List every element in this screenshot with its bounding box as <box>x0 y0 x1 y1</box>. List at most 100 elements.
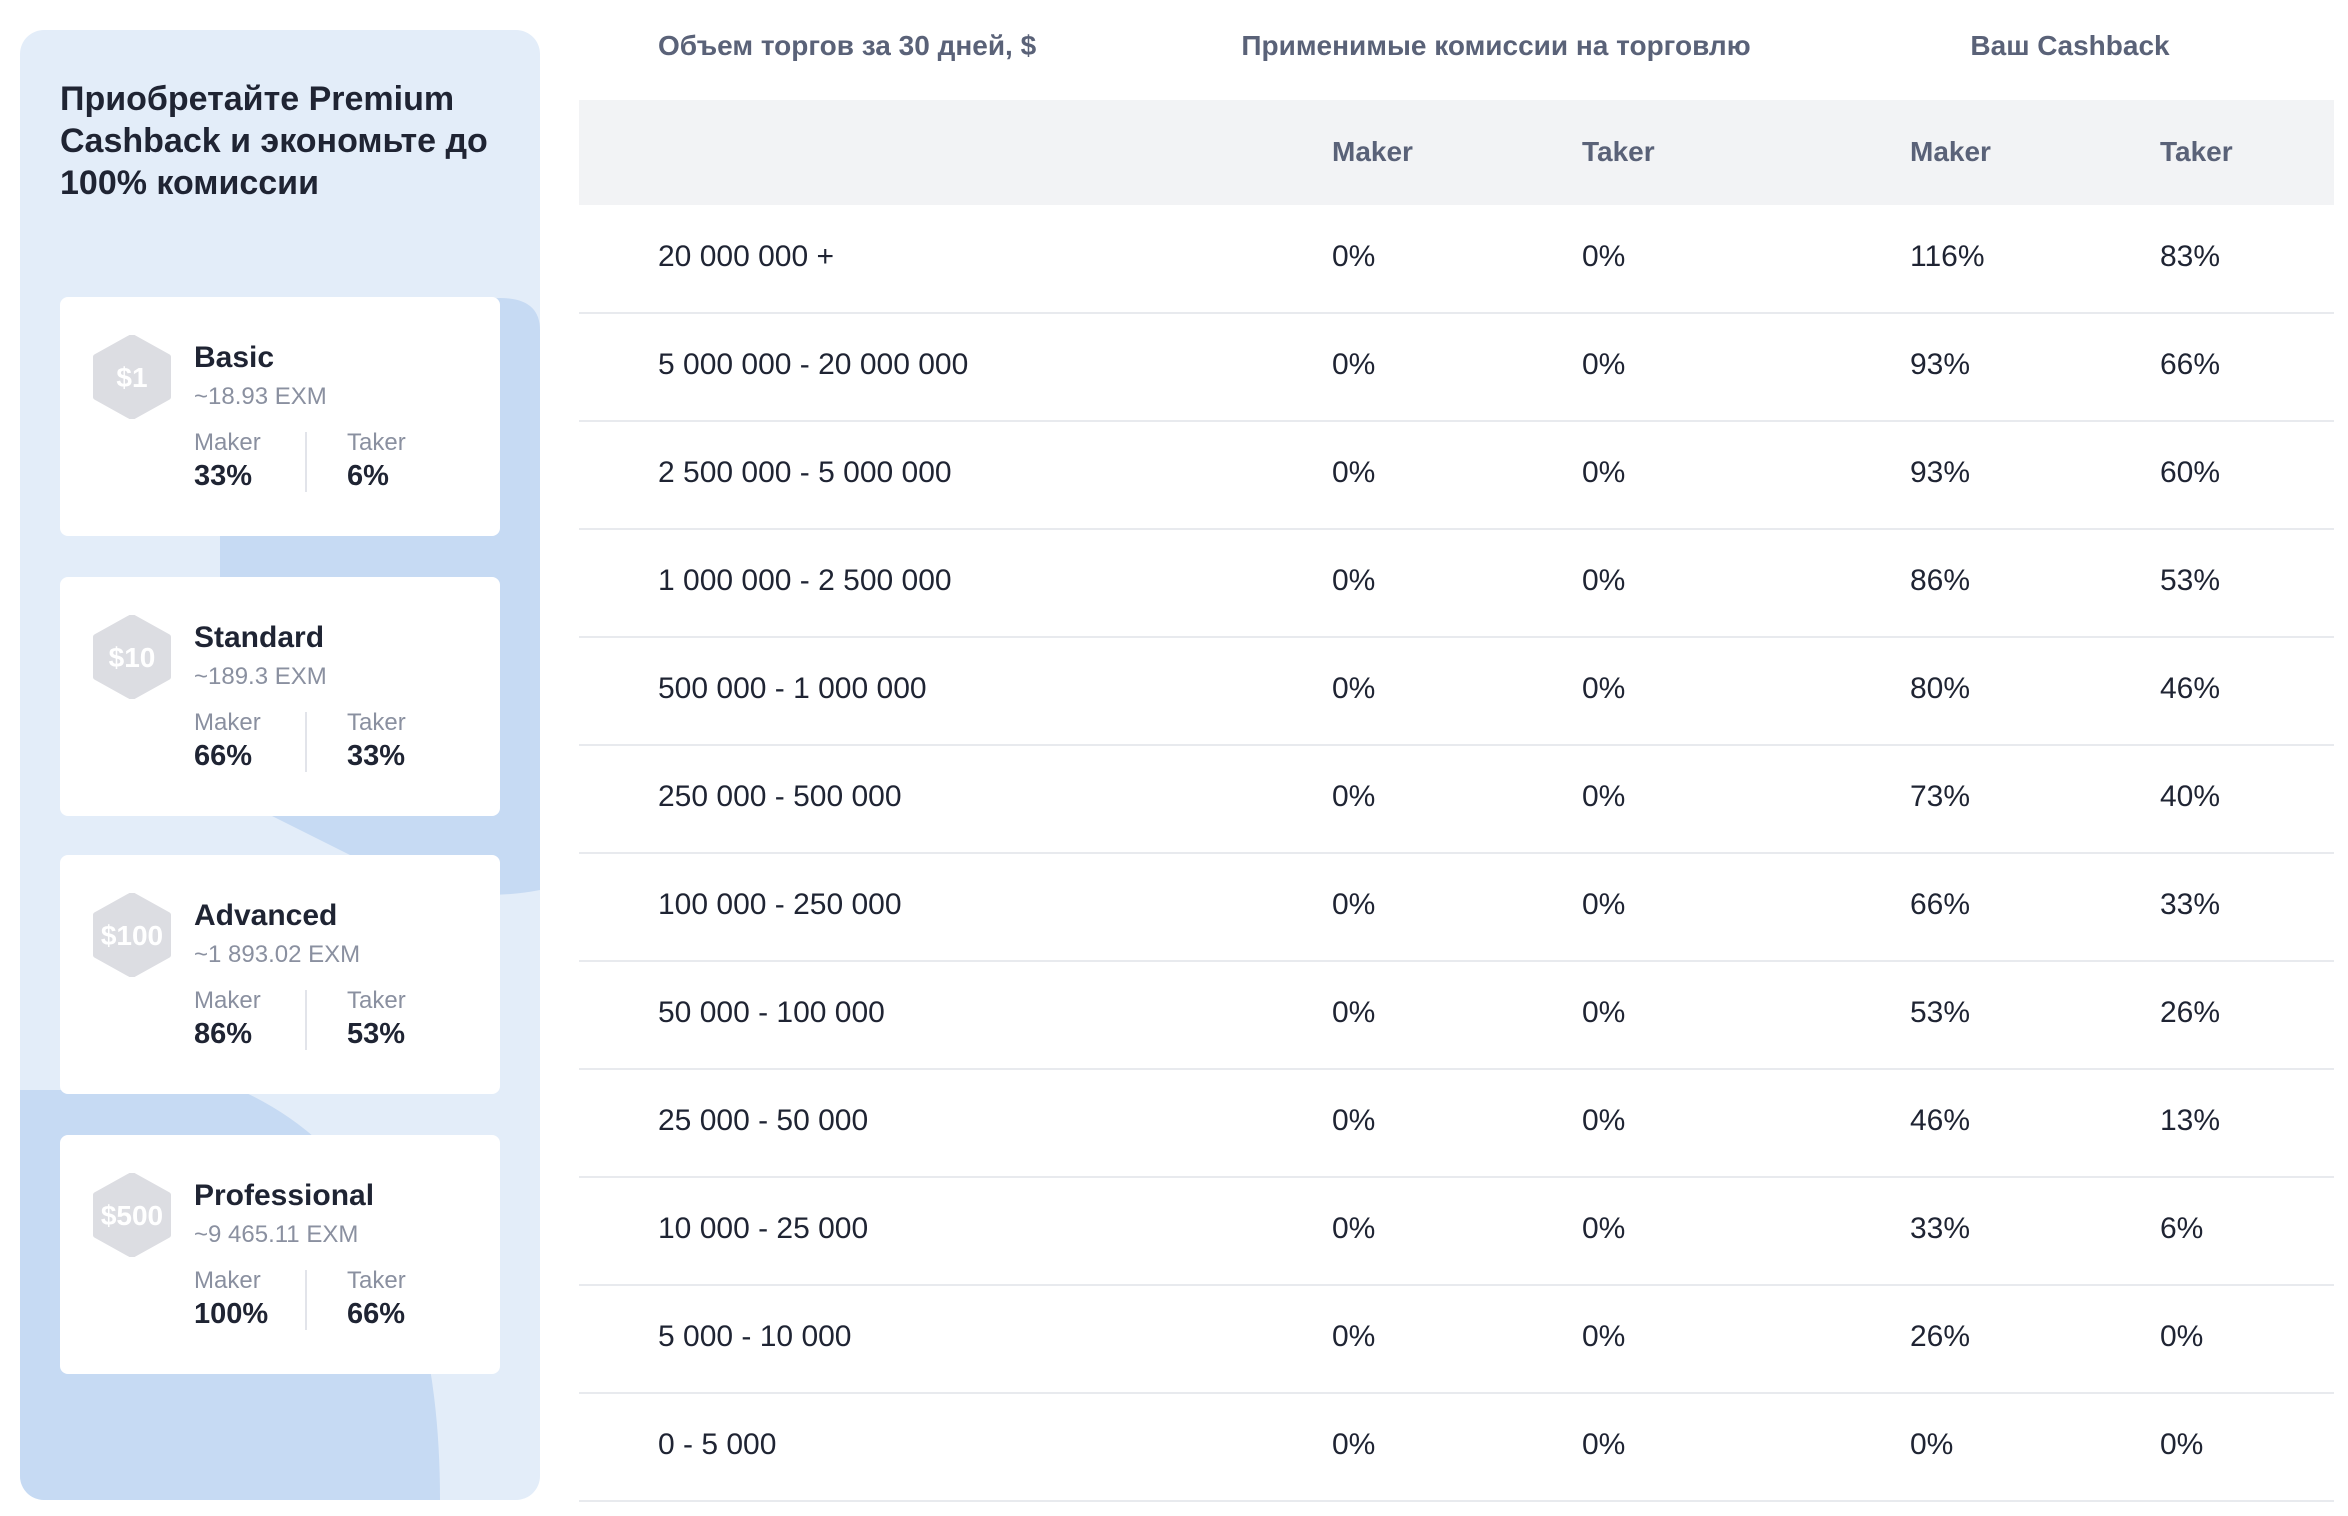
volume-range: 0 - 5 000 <box>658 1428 777 1461</box>
volume-range: 10 000 - 25 000 <box>658 1212 869 1245</box>
cell-value: 0% <box>1332 1104 1376 1137</box>
volume-range: 1 000 000 - 2 500 000 <box>658 564 952 597</box>
plan-price: ~18.93 EXM <box>194 383 327 410</box>
maker-label: Maker <box>194 987 261 1014</box>
cell-value: 33% <box>1910 1212 1971 1245</box>
cell-value: 80% <box>1910 672 1971 705</box>
plan-card: $500 Professional ~9 465.11 EXM Maker 100% Ta… <box>60 1135 500 1374</box>
plan-card: $1 Basic ~18.93 EXM Maker 33% Taker 6% <box>60 297 500 536</box>
volume-range: 5 000 - 10 000 <box>658 1320 852 1353</box>
row-divider <box>579 1392 2334 1394</box>
taker-value: 33% <box>347 740 406 772</box>
badge: $1 <box>93 335 171 419</box>
cell-value: 0% <box>1332 1320 1376 1353</box>
cell-value: 0% <box>1332 888 1376 921</box>
volume-range: 250 000 - 500 000 <box>658 780 902 813</box>
cell-value: 116% <box>1910 240 1985 273</box>
badge-label: $500 <box>101 1200 163 1231</box>
cell-value: 0% <box>1332 348 1376 381</box>
cell-value: 40% <box>2160 780 2221 813</box>
subheader-band <box>579 100 2334 205</box>
cell-value: 0% <box>1582 888 1626 921</box>
sub-header: Maker <box>1332 136 1413 167</box>
cell-value: 53% <box>1910 996 1971 1029</box>
sub-header: Maker <box>1910 136 1991 167</box>
cell-value: 0% <box>1910 1428 1954 1461</box>
divider <box>305 432 307 492</box>
maker-label: Maker <box>194 429 261 456</box>
cell-value: 0% <box>1582 996 1626 1029</box>
maker-value: 100% <box>194 1298 269 1330</box>
taker-label: Taker <box>347 709 406 736</box>
badge-hexagon <box>93 335 171 419</box>
maker-label: Maker <box>194 1267 261 1294</box>
plan-name: Advanced <box>194 899 338 932</box>
cell-value: 73% <box>1910 780 1971 813</box>
volume-range: 50 000 - 100 000 <box>658 996 885 1029</box>
cell-value: 0% <box>2160 1428 2204 1461</box>
cell-value: 66% <box>1910 888 1971 921</box>
row-divider <box>579 1176 2334 1178</box>
cell-value: 13% <box>2160 1104 2221 1137</box>
row-divider <box>579 420 2334 422</box>
cell-value: 93% <box>1910 348 1971 381</box>
row-divider <box>579 636 2334 638</box>
cell-value: 46% <box>1910 1104 1971 1137</box>
cell-value: 26% <box>1910 1320 1971 1353</box>
cell-value: 26% <box>2160 996 2221 1029</box>
cell-value: 0% <box>1582 1104 1626 1137</box>
row-divider <box>579 960 2334 962</box>
plan-price: ~9 465.11 EXM <box>194 1221 359 1248</box>
cell-value: 60% <box>2160 456 2221 489</box>
plan-card: $10 Standard ~189.3 EXM Maker 66% Taker 33% <box>60 577 500 816</box>
cell-value: 46% <box>2160 672 2221 705</box>
divider <box>305 990 307 1050</box>
badge-hexagon <box>93 893 171 977</box>
plan-price: ~189.3 EXM <box>194 663 327 690</box>
cell-value: 0% <box>1582 240 1626 273</box>
plan-card: $100 Advanced ~1 893.02 EXM Maker 86% Taker 53… <box>60 855 500 1094</box>
sidebar: Приобретайте Premium Cashback и экономьт… <box>20 30 540 1500</box>
volume-range: 5 000 000 - 20 000 000 <box>658 348 969 381</box>
cell-value: 0% <box>1332 780 1376 813</box>
row-divider <box>579 1284 2334 1286</box>
badge-hexagon <box>93 615 171 699</box>
cell-value: 0% <box>1332 1428 1376 1461</box>
cell-value: 0% <box>2160 1320 2204 1353</box>
volume-range: 100 000 - 250 000 <box>658 888 902 921</box>
row-divider <box>579 1500 2334 1502</box>
group-header: Применимые комиссии на торговлю <box>1241 30 1751 61</box>
badge-label: $1 <box>116 362 147 393</box>
row-divider <box>579 528 2334 530</box>
badge: $10 <box>93 615 171 699</box>
cell-value: 0% <box>1582 780 1626 813</box>
plan-name: Standard <box>194 621 325 654</box>
cell-value: 93% <box>1910 456 1971 489</box>
group-header: Ваш Cashback <box>1970 30 2170 61</box>
divider <box>305 1270 307 1330</box>
cell-value: 53% <box>2160 564 2221 597</box>
badge-hexagon <box>93 1173 171 1257</box>
badge-label: $10 <box>109 642 156 673</box>
cell-value: 6% <box>2160 1212 2204 1245</box>
row-divider <box>579 852 2334 854</box>
cell-value: 0% <box>1582 1320 1626 1353</box>
volume-range: 20 000 000 + <box>658 240 835 273</box>
sub-header: Taker <box>2160 136 2233 167</box>
row-divider <box>579 744 2334 746</box>
cell-value: 0% <box>1582 456 1626 489</box>
divider <box>305 712 307 772</box>
cell-value: 83% <box>2160 240 2221 273</box>
row-divider <box>579 312 2334 314</box>
badge: $500 <box>93 1173 171 1257</box>
maker-value: 86% <box>194 1018 253 1050</box>
taker-label: Taker <box>347 1267 406 1294</box>
cell-value: 0% <box>1582 564 1626 597</box>
cell-value: 0% <box>1582 1212 1626 1245</box>
plan-price: ~1 893.02 EXM <box>194 941 361 968</box>
row-divider <box>579 1068 2334 1070</box>
taker-label: Taker <box>347 429 406 456</box>
cell-value: 86% <box>1910 564 1971 597</box>
cell-value: 0% <box>1332 1212 1376 1245</box>
